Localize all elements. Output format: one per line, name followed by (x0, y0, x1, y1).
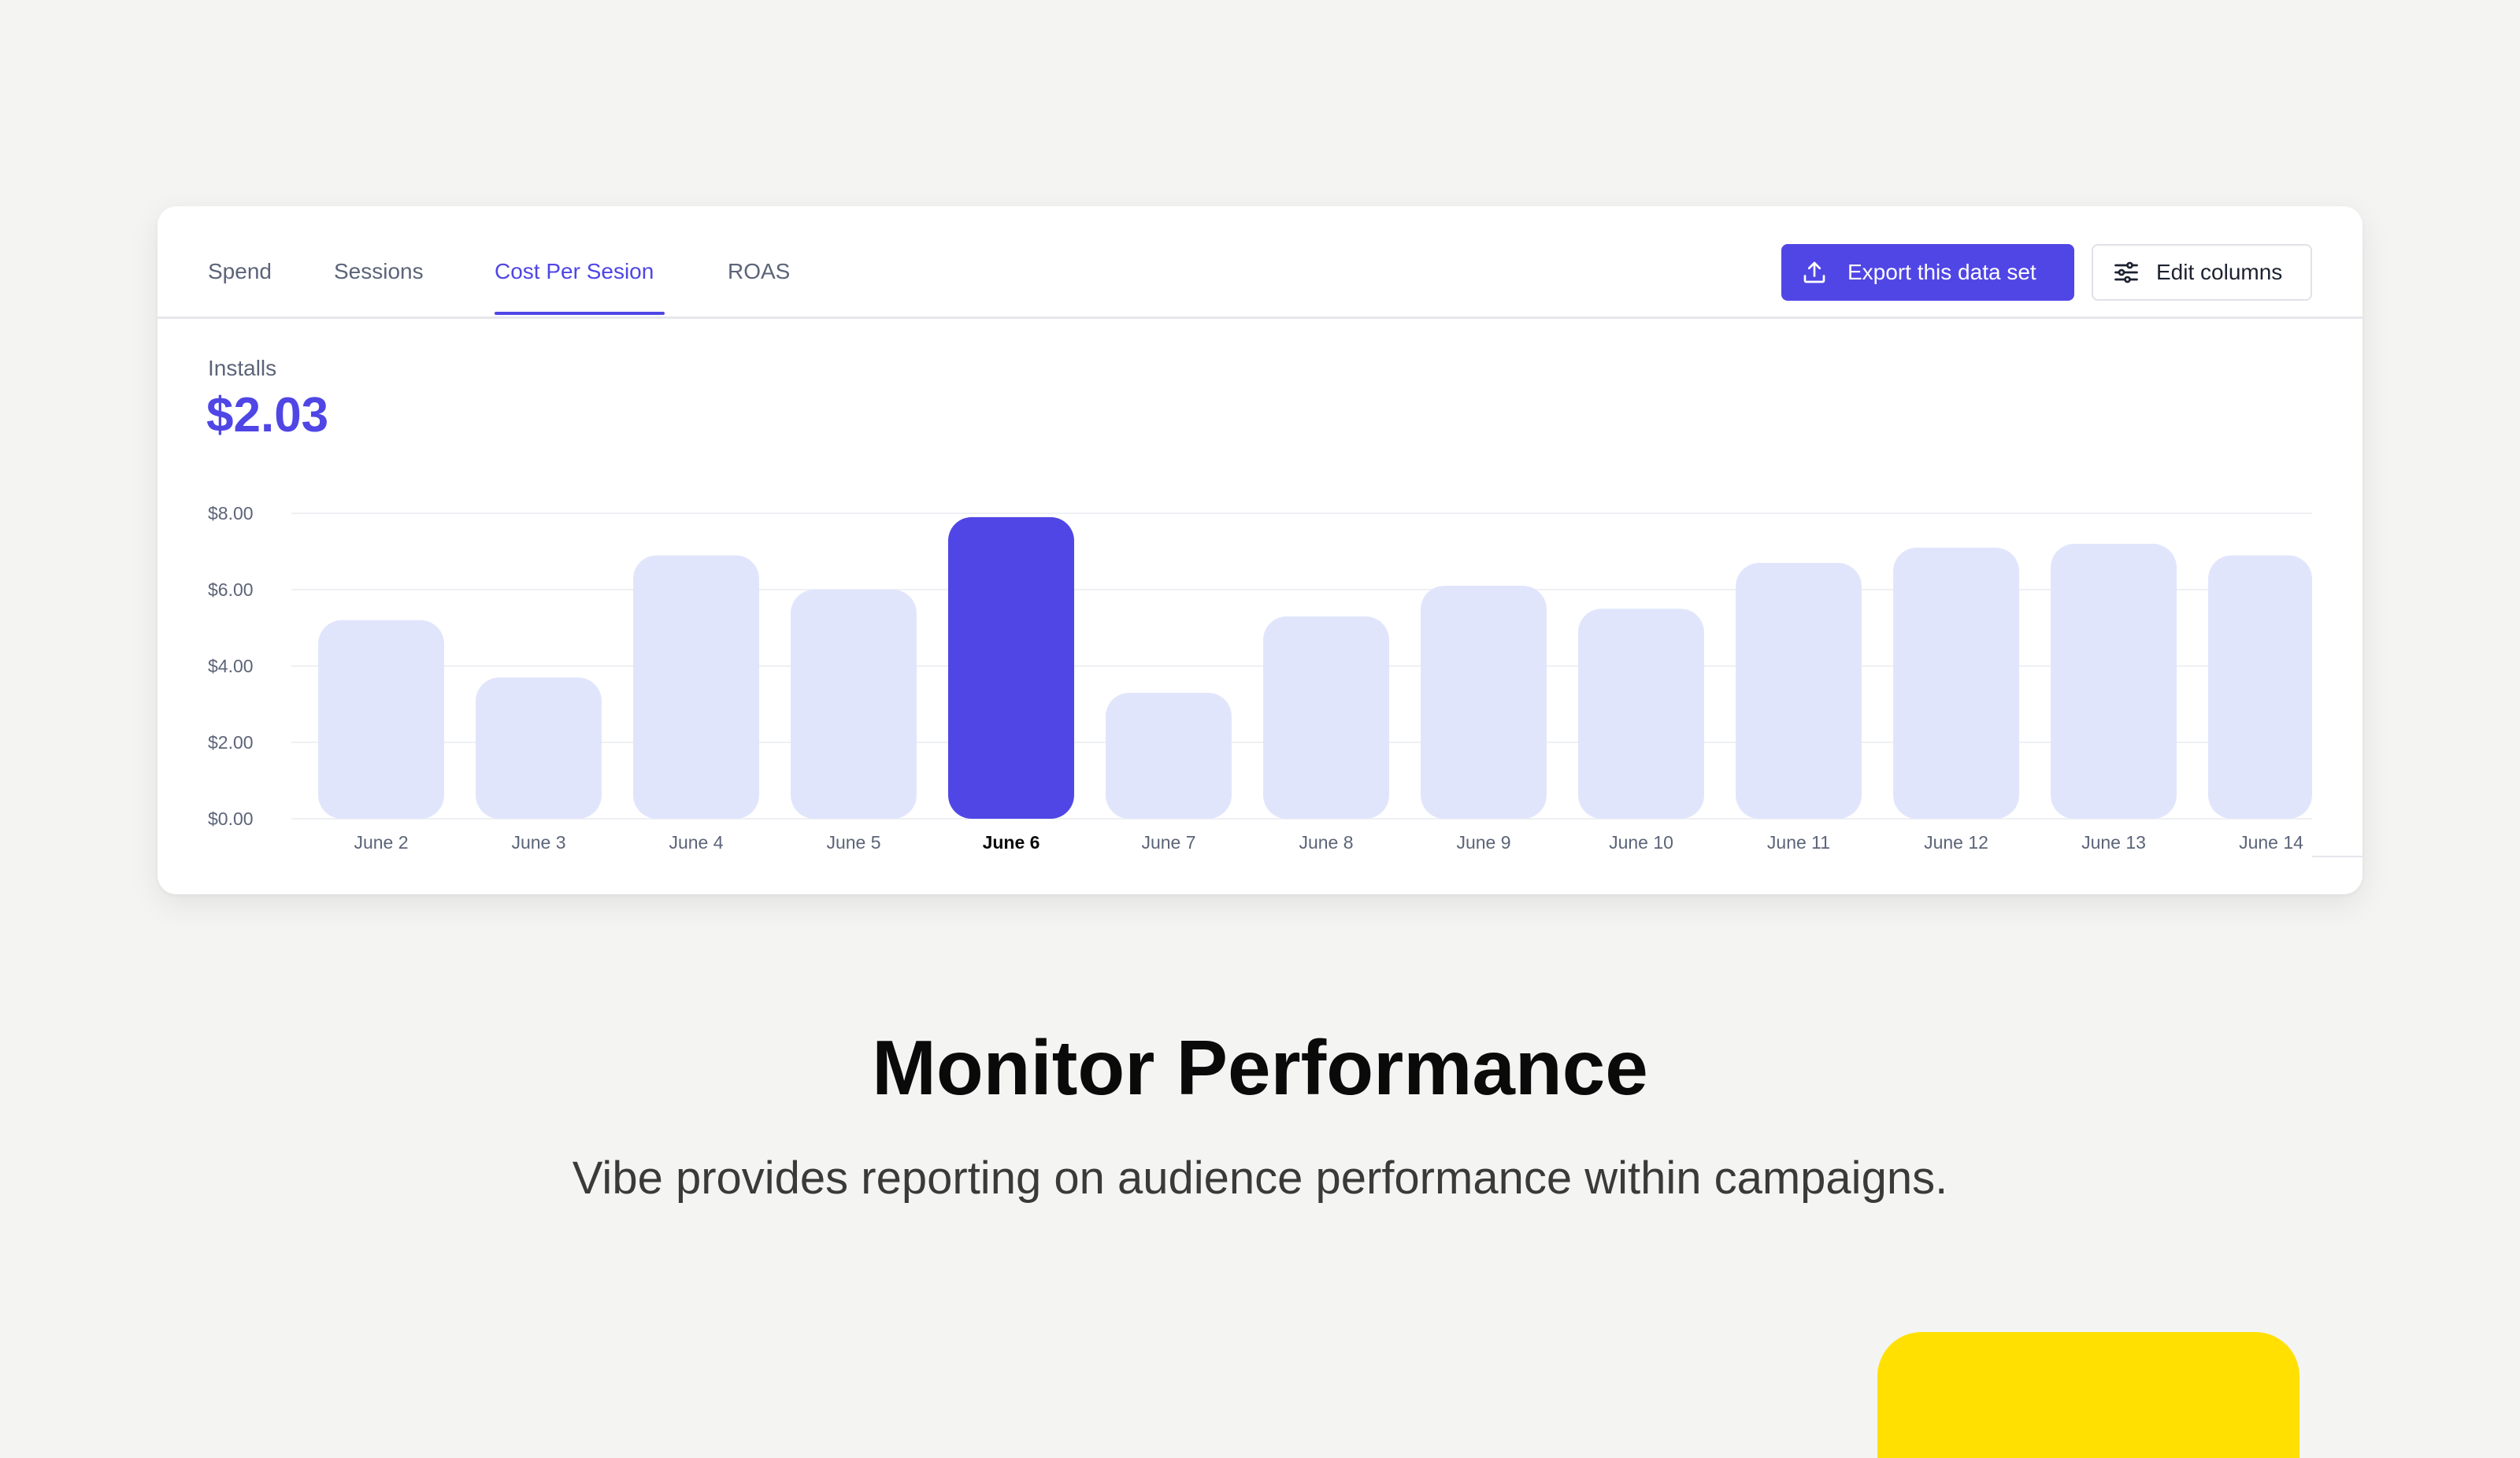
export-button-label: Export this data set (1847, 260, 2036, 284)
y-tick-label: $2.00 (208, 732, 254, 753)
bar-june-14[interactable] (2208, 555, 2312, 819)
bar-june-7[interactable] (1106, 692, 1232, 819)
export-data-button[interactable]: Export this data set (1781, 244, 2074, 301)
x-tick-label: June 11 (1767, 832, 1830, 853)
metric-value: $2.03 (206, 388, 329, 442)
bar-june-12[interactable] (1893, 547, 2019, 819)
performance-card: Spend Sessions Cost Per Sesion ROAS Expo… (158, 206, 2362, 894)
x-tick-label: June 12 (1924, 832, 1988, 853)
x-tick-label: June 8 (1299, 832, 1353, 853)
cost-per-session-bar-chart: $0.00 $2.00 $4.00 $6.00 $8.00 June 2 June 3 Jun… (208, 503, 2362, 857)
tab-roas[interactable]: ROAS (728, 259, 791, 283)
x-tick-label: June 14 (2239, 832, 2303, 853)
x-tick-label: June 10 (1609, 832, 1673, 853)
bar-june-2[interactable] (318, 620, 444, 819)
metric-label: Installs (208, 356, 277, 380)
bar-june-4[interactable] (633, 555, 759, 819)
y-tick-label: $0.00 (208, 809, 254, 829)
bar-june-11[interactable] (1736, 563, 1862, 819)
edit-columns-label: Edit columns (2156, 260, 2283, 284)
hero-subtitle: Vibe provides reporting on audience perf… (572, 1153, 1948, 1204)
bar-june-6[interactable] (948, 516, 1074, 819)
y-tick-label: $4.00 (208, 656, 254, 676)
bar-june-13[interactable] (2051, 543, 2177, 819)
sliders-icon (2114, 261, 2138, 283)
bar-june-3[interactable] (476, 677, 602, 819)
x-tick-label: June 3 (511, 832, 565, 853)
y-tick-label: $6.00 (208, 579, 254, 600)
metric-tabs: Spend Sessions Cost Per Sesion ROAS Expo… (158, 206, 2362, 319)
tab-sessions[interactable]: Sessions (334, 259, 424, 283)
upload-icon (1803, 261, 1825, 283)
bar-june-8[interactable] (1263, 616, 1389, 819)
bar-june-10[interactable] (1578, 609, 1704, 819)
edit-columns-button[interactable]: Edit columns (2092, 244, 2312, 301)
bar-june-5[interactable] (791, 590, 917, 819)
x-tick-label: June 4 (669, 832, 723, 853)
active-tab-indicator (495, 312, 665, 315)
decorative-yellow-block (1877, 1332, 2300, 1458)
x-tick-label: June 2 (354, 832, 408, 853)
tab-cost-per-session[interactable]: Cost Per Sesion (495, 259, 654, 283)
y-tick-label: $8.00 (208, 503, 254, 524)
x-tick-label: June 7 (1141, 832, 1195, 853)
hero-title: Monitor Performance (872, 1024, 1648, 1111)
bar-june-9[interactable] (1421, 586, 1547, 819)
x-tick-label: June 6 (983, 832, 1040, 853)
x-tick-label: June 13 (2081, 832, 2146, 853)
tab-spend[interactable]: Spend (208, 259, 272, 283)
x-tick-label: June 9 (1456, 832, 1510, 853)
x-tick-label: June 5 (826, 832, 880, 853)
